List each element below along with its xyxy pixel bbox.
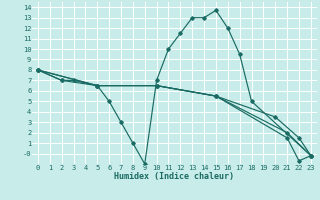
X-axis label: Humidex (Indice chaleur): Humidex (Indice chaleur) xyxy=(115,172,234,181)
